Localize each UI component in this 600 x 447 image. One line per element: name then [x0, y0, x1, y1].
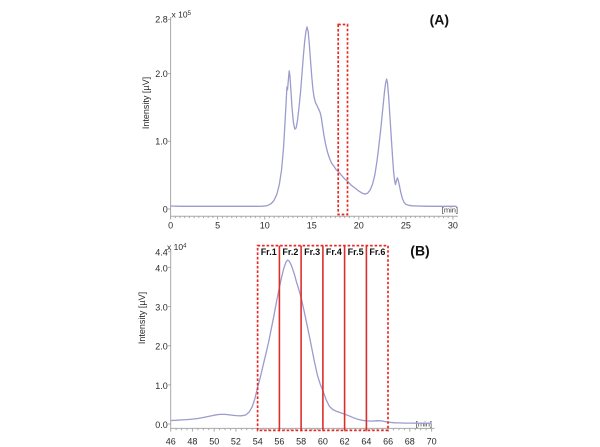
svg-text:10: 10: [260, 221, 270, 231]
svg-text:52: 52: [231, 437, 241, 447]
svg-text:64: 64: [361, 437, 371, 447]
svg-text:(A): (A): [430, 11, 449, 27]
svg-text:[min]: [min]: [416, 420, 432, 429]
svg-text:62: 62: [340, 437, 350, 447]
svg-text:54: 54: [253, 437, 263, 447]
svg-text:5: 5: [215, 221, 220, 231]
svg-text:4.0: 4.0: [155, 263, 168, 273]
svg-text:Fr.6: Fr.6: [369, 247, 385, 257]
svg-text:[min]: [min]: [442, 206, 458, 215]
svg-text:30: 30: [448, 221, 458, 231]
svg-text:x 105: x 105: [172, 10, 192, 20]
svg-text:Fr.1: Fr.1: [261, 247, 277, 257]
svg-text:Intensity [µV]: Intensity [µV]: [141, 77, 151, 129]
svg-text:15: 15: [307, 221, 317, 231]
svg-text:70: 70: [427, 437, 437, 447]
svg-text:Fr.3: Fr.3: [304, 247, 320, 257]
svg-text:58: 58: [296, 437, 306, 447]
svg-text:Fr.4: Fr.4: [326, 247, 342, 257]
svg-text:1.0: 1.0: [155, 137, 168, 147]
svg-text:50: 50: [209, 437, 219, 447]
svg-text:Fr.2: Fr.2: [282, 247, 298, 257]
svg-text:(B): (B): [410, 243, 429, 259]
svg-text:60: 60: [318, 437, 328, 447]
svg-text:46: 46: [166, 437, 176, 447]
svg-text:x 104: x 104: [167, 242, 187, 252]
svg-text:20: 20: [354, 221, 364, 231]
svg-text:Intensity [µV]: Intensity [µV]: [137, 292, 147, 344]
svg-text:68: 68: [405, 437, 415, 447]
svg-text:3.0: 3.0: [155, 303, 168, 313]
svg-text:1.0: 1.0: [155, 381, 168, 391]
svg-text:48: 48: [187, 437, 197, 447]
svg-text:56: 56: [274, 437, 284, 447]
svg-text:0.0: 0.0: [155, 420, 168, 430]
svg-text:2.0: 2.0: [155, 69, 168, 79]
svg-text:4.4: 4.4: [155, 248, 168, 258]
svg-text:Fr.5: Fr.5: [348, 247, 364, 257]
svg-text:0: 0: [168, 221, 173, 231]
svg-text:0: 0: [163, 204, 168, 214]
svg-text:25: 25: [401, 221, 411, 231]
svg-text:2.0: 2.0: [155, 342, 168, 352]
svg-text:66: 66: [383, 437, 393, 447]
svg-text:2.8: 2.8: [155, 15, 168, 25]
